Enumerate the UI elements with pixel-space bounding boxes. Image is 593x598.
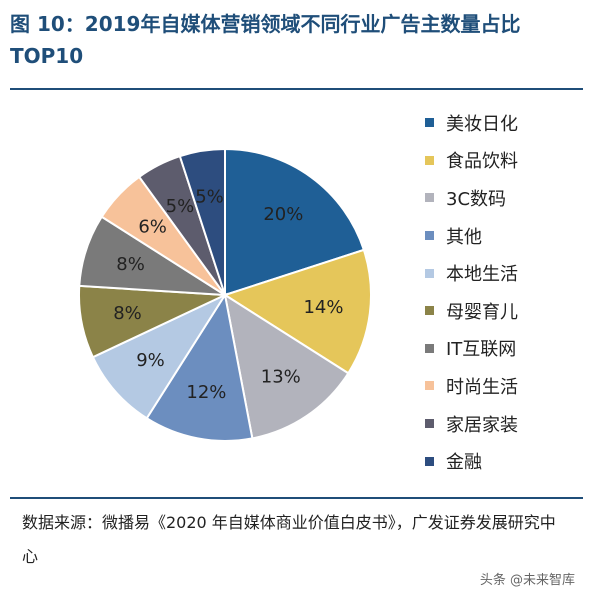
slice-value-label: 14% xyxy=(303,297,343,318)
legend-item: IT互联网 xyxy=(425,330,518,368)
source-divider xyxy=(10,497,583,499)
source-note: 数据来源：微播易《2020 年自媒体商业价值白皮书》，广发证券发展研究中心 xyxy=(22,513,556,566)
legend-item: 美妆日化 xyxy=(425,104,518,142)
watermark: 头条 @未来智库 xyxy=(479,573,575,588)
pie-slice xyxy=(91,292,228,420)
slice-value-label: 8% xyxy=(116,254,145,275)
chart-legend: 美妆日化食品饮料 3C数码其他本地生活母婴育儿 IT互联网时尚生活家居家装金融 xyxy=(425,104,518,480)
legend-swatch xyxy=(425,118,434,128)
slice-value-label: 9% xyxy=(136,350,165,371)
legend-swatch xyxy=(425,456,434,466)
legend-swatch xyxy=(425,231,434,241)
legend-swatch xyxy=(425,343,434,353)
pie-slice xyxy=(223,292,350,440)
legend-item: 家居家装 xyxy=(425,405,518,443)
slice-value-label: 13% xyxy=(261,367,301,388)
legend-label: 本地生活 xyxy=(446,264,518,286)
legend-label: 食品饮料 xyxy=(446,151,518,173)
legend-item: 其他 xyxy=(425,217,518,255)
legend-swatch xyxy=(425,155,434,165)
pie-slice xyxy=(224,147,366,297)
legend-label: 其他 xyxy=(446,226,482,248)
legend-item: 母婴育儿 xyxy=(425,292,518,330)
pie-slice xyxy=(178,147,226,296)
legend-swatch xyxy=(425,306,434,316)
slice-value-label: 20% xyxy=(263,204,303,225)
legend-item: 金融 xyxy=(425,442,518,480)
legend-swatch xyxy=(425,419,434,429)
slice-value-label: 8% xyxy=(113,303,142,324)
legend-label: IT互联网 xyxy=(446,339,517,361)
legend-item: 本地生活 xyxy=(425,254,518,292)
legend-item: 食品饮料 xyxy=(425,142,518,180)
legend-label: 金融 xyxy=(446,452,482,474)
legend-label: 时尚生活 xyxy=(446,376,518,398)
pie-slice xyxy=(222,248,372,375)
legend-label: 家居家装 xyxy=(446,414,518,436)
legend-label: 母婴育儿 xyxy=(446,301,518,323)
slice-value-label: 5% xyxy=(195,186,224,207)
title-divider xyxy=(10,88,583,90)
chart-title: 图 10：2019年自媒体营销领域不同行业广告主数量占比TOP10 xyxy=(10,12,521,68)
slice-value-label: 5% xyxy=(166,196,195,217)
pie-slice xyxy=(145,292,254,442)
legend-swatch xyxy=(425,268,434,278)
legend-item: 3C数码 xyxy=(425,179,518,217)
legend-label: 美妆日化 xyxy=(446,113,518,135)
legend-swatch xyxy=(425,381,434,391)
legend-item: 时尚生活 xyxy=(425,367,518,405)
legend-label: 3C数码 xyxy=(446,188,507,210)
legend-swatch xyxy=(425,193,434,203)
slice-value-label: 12% xyxy=(186,382,226,403)
pie-chart: 20%14%13%12%9%8%8%6%5% 5% xyxy=(78,147,372,442)
slice-value-label: 6% xyxy=(138,217,167,238)
